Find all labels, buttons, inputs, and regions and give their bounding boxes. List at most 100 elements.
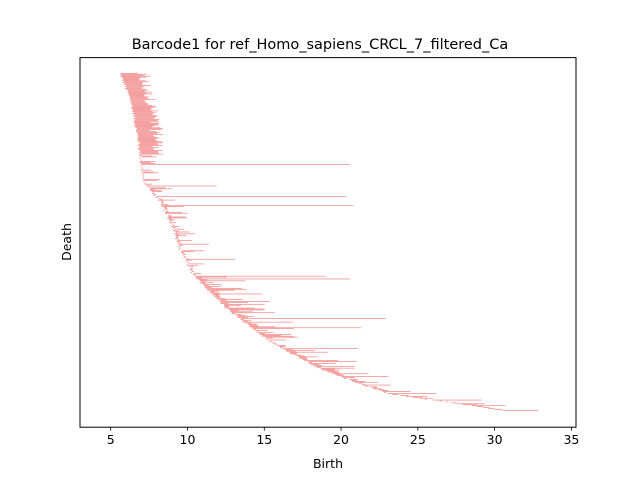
barcode-interval-bar xyxy=(211,292,221,294)
barcode-interval-bar xyxy=(126,87,143,88)
barcode-interval-bar xyxy=(165,211,183,213)
barcode-interval-bar xyxy=(135,125,155,127)
barcode-interval-bar xyxy=(137,134,154,136)
barcode-interval-bar xyxy=(140,149,163,151)
barcode-interval-bar xyxy=(424,398,427,400)
barcode-interval-bar xyxy=(180,247,182,249)
barcode-interval-bar xyxy=(157,199,175,201)
barcode-interval-bar xyxy=(139,141,163,143)
barcode-interval-bar xyxy=(173,226,176,228)
barcode-interval-bar xyxy=(209,291,215,293)
barcode-interval-bar xyxy=(190,268,193,269)
barcode-interval-bar xyxy=(230,311,253,313)
barcode-interval-bar xyxy=(152,192,155,193)
barcode-interval-bar xyxy=(135,131,157,132)
barcode-interval-bar xyxy=(220,303,229,304)
barcode-interval-bar xyxy=(253,329,257,330)
barcode-interval-bar xyxy=(140,163,156,164)
barcode-interval-bar xyxy=(494,409,503,410)
barcode-interval-bar xyxy=(140,165,142,166)
barcode-interval-bar xyxy=(132,106,155,108)
barcode-interval-bar xyxy=(182,257,185,258)
barcode-interval-bar xyxy=(148,186,150,188)
barcode-interval-bar xyxy=(285,349,316,351)
barcode-interval-bar xyxy=(195,277,203,279)
barcode-interval-bar xyxy=(120,73,138,74)
barcode-interval-bar xyxy=(193,273,196,275)
barcode-interval-bar xyxy=(228,308,265,310)
barcode-interval-bar xyxy=(122,77,141,79)
barcode-interval-bar xyxy=(195,275,326,277)
barcode-interval-bar xyxy=(140,169,152,171)
barcode-interval-bar xyxy=(133,121,151,123)
barcode-interval-bar xyxy=(231,312,275,314)
barcode-interval-bar xyxy=(167,216,186,218)
chart-title: Barcode1 for ref_Homo_sapiens_CRCL_7_fil… xyxy=(132,37,509,53)
barcode-interval-bar xyxy=(171,224,173,225)
barcode-interval-bar xyxy=(137,133,158,134)
barcode-interval-bar xyxy=(177,242,181,243)
barcode-interval-bar xyxy=(142,179,161,180)
barcode-interval-bar xyxy=(224,305,230,307)
barcode-interval-bar xyxy=(142,178,144,179)
barcode-interval-bar xyxy=(342,377,355,378)
barcode-interval-bar xyxy=(123,78,140,80)
barcode-interval-bar xyxy=(383,392,386,393)
barcode-interval-bar xyxy=(134,115,157,116)
barcode-interval-bar xyxy=(488,408,495,409)
barcode-interval-bar xyxy=(159,198,163,200)
barcode-interval-bar xyxy=(476,406,483,407)
barcode-interval-bar xyxy=(176,232,178,234)
barcode-interval-bar xyxy=(204,287,212,288)
barcode-interval-bar xyxy=(141,159,142,161)
barcode-interval-bar xyxy=(262,334,282,336)
barcode-interval-bar xyxy=(208,288,246,290)
barcode-interval-bar xyxy=(259,334,292,335)
barcode-interval-bar xyxy=(372,387,378,389)
barcode-interval-bar xyxy=(129,94,145,96)
barcode-interval-bar xyxy=(236,317,248,318)
barcode-interval-bar xyxy=(138,146,153,147)
barcode-interval-bar xyxy=(149,189,156,191)
barcode-interval-bar xyxy=(140,161,156,162)
barcode-interval-bar xyxy=(122,76,147,78)
barcode-interval-bar xyxy=(142,176,144,177)
barcode-interval-bar xyxy=(130,100,145,101)
barcode-interval-bar xyxy=(190,266,194,268)
barcode-interval-bar xyxy=(176,241,180,242)
barcode-interval-bar xyxy=(131,102,146,103)
barcode-interval-bar xyxy=(130,97,148,99)
barcode-interval-bar xyxy=(199,280,246,282)
barcode-interval-bar xyxy=(161,201,164,203)
barcode-interval-bar xyxy=(249,325,259,327)
barcode-interval-bar xyxy=(187,265,198,267)
barcode-interval-bar xyxy=(177,240,192,241)
barcode-interval-bar xyxy=(236,315,246,316)
barcode-interval-bar xyxy=(204,285,209,286)
barcode-interval-bar xyxy=(201,281,206,283)
barcode-interval-bar xyxy=(163,210,165,211)
barcode-interval-bar xyxy=(160,204,169,206)
barcode-interval-bar xyxy=(327,371,339,373)
barcode-interval-bar xyxy=(137,139,156,141)
barcode-interval-bar xyxy=(456,403,485,405)
barcode-interval-bar xyxy=(300,358,307,360)
barcode-interval-bar xyxy=(216,298,226,300)
barcode-interval-bar xyxy=(187,259,192,261)
barcode-interval-bar xyxy=(162,205,354,207)
barcode-interval-bar xyxy=(269,341,272,343)
barcode-interval-bar xyxy=(319,367,355,369)
barcode-interval-bar xyxy=(502,410,538,411)
barcode-interval-bar xyxy=(176,237,179,238)
barcode-interval-bar xyxy=(184,256,186,257)
barcode-interval-bar xyxy=(124,86,145,87)
barcode-interval-bar xyxy=(151,193,155,194)
barcode-interval-bar xyxy=(139,157,141,159)
barcode-interval-bar xyxy=(451,402,458,404)
barcode-interval-bar xyxy=(139,158,141,160)
barcode-interval-bar xyxy=(380,390,389,392)
x-tick-label: 10 xyxy=(180,432,196,447)
barcode-interval-bar xyxy=(137,135,155,137)
barcode-interval-bar xyxy=(141,177,143,178)
barcode-interval-bar xyxy=(173,233,196,235)
